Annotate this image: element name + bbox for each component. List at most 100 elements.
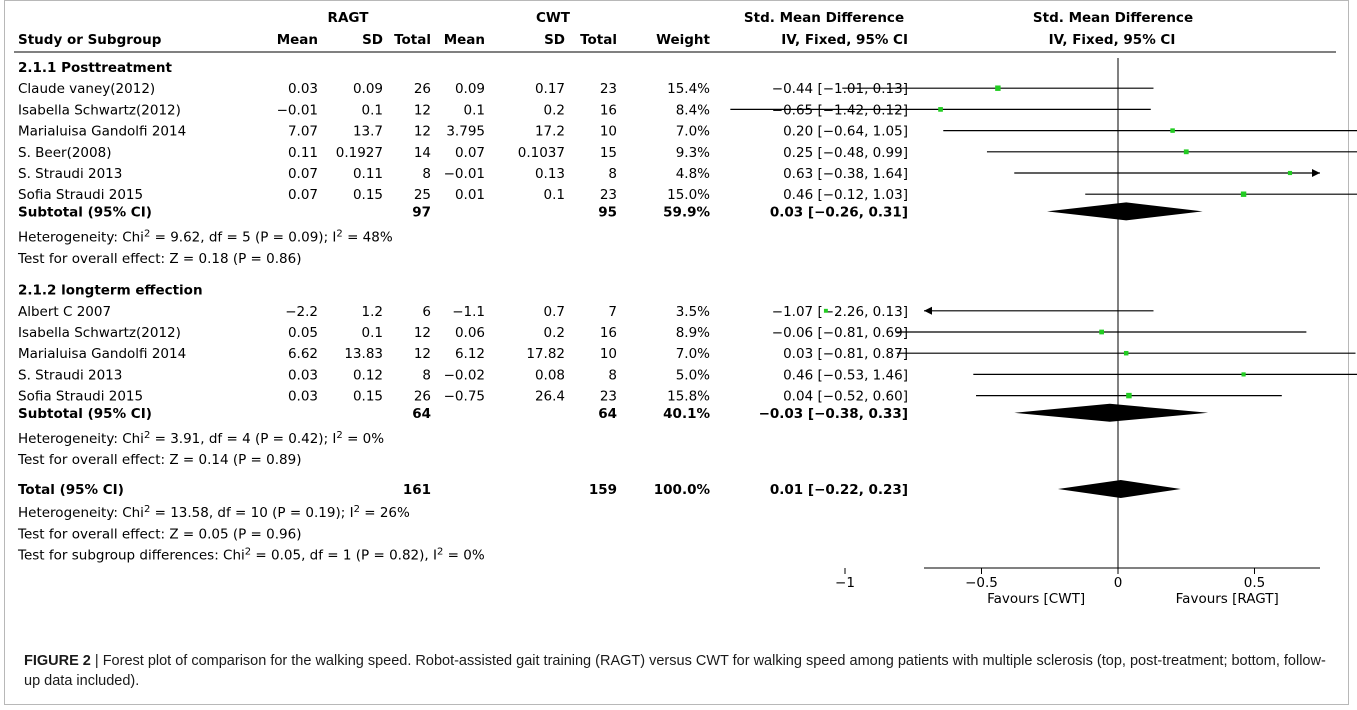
study-row-8-mean2: 0.06 bbox=[455, 325, 485, 341]
overall-effect-1: Test for overall effect: Z = 0.18 (P = 0… bbox=[17, 251, 302, 267]
subgroup-differences-part: = 0% bbox=[443, 548, 484, 564]
study-row-4-point bbox=[1183, 149, 1189, 155]
heterogeneity-1: Heterogeneity: Chi2 = 9.62, df = 5 (P = … bbox=[18, 229, 393, 246]
heterogeneity-total: Heterogeneity: Chi2 = 13.58, df = 10 (P … bbox=[18, 504, 410, 521]
study-row-1-sd2: 0.17 bbox=[535, 81, 565, 97]
study-row-6-ci: 0.46 [−0.12, 1.03] bbox=[783, 187, 908, 203]
study-row-5-sd1: 0.11 bbox=[353, 166, 383, 182]
study-row-4-mean1: 0.11 bbox=[288, 145, 318, 161]
heterogeneity-2: Heterogeneity: Chi2 = 3.91, df = 4 (P = … bbox=[18, 430, 384, 447]
subtotal-2-weight: 40.1% bbox=[663, 406, 710, 422]
study-row-9-name: Marialuisa Gandolfi 2014 bbox=[18, 346, 186, 362]
study-row-8-weight: 8.9% bbox=[676, 325, 710, 341]
heterogeneity-2-exp: 2 bbox=[336, 430, 342, 441]
subtotal-2-diamond bbox=[1014, 403, 1209, 422]
study-row-5-ci: 0.63 [−0.38, 1.64] bbox=[783, 166, 908, 182]
x-axis: −1−0.500.51Favours [CWT]Favours [RAGT] bbox=[835, 567, 1320, 607]
study-row-7-total1: 6 bbox=[422, 304, 431, 320]
study-row-2-name: Isabella Schwartz(2012) bbox=[18, 102, 181, 118]
figure-frame bbox=[4, 0, 1349, 705]
study-row-10-mean2: −0.02 bbox=[444, 367, 485, 383]
col-sd2: SD bbox=[544, 32, 565, 48]
heterogeneity-2-part: = 0% bbox=[343, 431, 384, 447]
total-weight: 100.0% bbox=[654, 482, 711, 498]
study-row-6-total2: 23 bbox=[600, 187, 617, 203]
study-row-2-ci: −0.65 [−1.42, 0.12] bbox=[772, 102, 908, 118]
study-row-4-weight: 9.3% bbox=[676, 145, 710, 161]
study-row-2-mean2: 0.1 bbox=[464, 102, 485, 118]
table-rows: 2.1.1 Posttreatment Claude vaney(2012) 0.0… bbox=[17, 60, 908, 564]
study-row-7-mean2: −1.1 bbox=[452, 304, 485, 320]
study-row-3-total2: 10 bbox=[600, 124, 617, 140]
study-row-4-name: S. Beer(2008) bbox=[18, 145, 111, 161]
subgroup-differences-part: = 0.05, df = 1 (P = 0.82), I bbox=[251, 548, 437, 564]
study-row-10-point bbox=[1241, 372, 1246, 377]
col-method-left: IV, Fixed, 95% CI bbox=[781, 32, 908, 48]
subtotal-2-total1: 64 bbox=[412, 406, 431, 422]
subgroup-differences-part: Test for subgroup differences: Chi bbox=[17, 548, 245, 564]
study-row-4-mean2: 0.07 bbox=[455, 145, 485, 161]
col-method-right: IV, Fixed, 95% CI bbox=[1049, 32, 1176, 48]
smd-header-left: Std. Mean Difference bbox=[744, 10, 904, 26]
subtotal-1-label: Subtotal (95% CI) bbox=[18, 204, 152, 220]
heterogeneity-1-part: = 48% bbox=[343, 230, 393, 246]
study-row-1-mean1: 0.03 bbox=[288, 81, 318, 97]
study-row-9-ci: 0.03 [−0.81, 0.87] bbox=[783, 346, 908, 362]
study-row-8-sd1: 0.1 bbox=[362, 325, 383, 341]
study-row-3-name: Marialuisa Gandolfi 2014 bbox=[18, 124, 186, 140]
study-row-1-point bbox=[995, 85, 1001, 91]
study-row-8-total1: 12 bbox=[414, 325, 431, 341]
total-ci: 0.01 [−0.22, 0.23] bbox=[770, 482, 908, 498]
subtotal-1-total2: 95 bbox=[598, 204, 617, 220]
study-row-1-name: Claude vaney(2012) bbox=[18, 81, 155, 97]
col-study: Study or Subgroup bbox=[18, 32, 162, 48]
favours-right-label: Favours [RAGT] bbox=[1176, 591, 1279, 607]
caption-text: | Forest plot of comparison for the walk… bbox=[24, 653, 1326, 689]
study-row-5-ci-arrow bbox=[1312, 169, 1320, 177]
col-mean1: Mean bbox=[277, 32, 318, 48]
study-row-4-ci: 0.25 [−0.48, 0.99] bbox=[783, 145, 908, 161]
subgroup-title-1: 2.1.1 Posttreatment bbox=[18, 60, 172, 76]
study-row-9-point bbox=[1123, 350, 1129, 356]
study-row-11-ci: 0.04 [−0.52, 0.60] bbox=[783, 389, 908, 405]
study-row-1-mean2: 0.09 bbox=[455, 81, 485, 97]
subtotal-2-ci: −0.03 [−0.38, 0.33] bbox=[759, 406, 908, 422]
study-row-2-sd2: 0.2 bbox=[544, 102, 565, 118]
study-row-10-ci: 0.46 [−0.53, 1.46] bbox=[783, 367, 908, 383]
study-row-10-sd2: 0.08 bbox=[535, 367, 565, 383]
study-row-7-ci-arrow bbox=[924, 306, 932, 315]
study-row-8-total2: 16 bbox=[600, 325, 617, 341]
subgroup-differences-exp: 2 bbox=[245, 547, 251, 558]
study-row-6-point bbox=[1240, 191, 1247, 197]
heterogeneity-total-exp: 2 bbox=[144, 504, 150, 515]
total-diamond bbox=[1057, 480, 1181, 498]
study-row-5-total2: 8 bbox=[608, 166, 617, 182]
study-row-9-total2: 10 bbox=[600, 346, 617, 362]
study-row-2-mean1: −0.01 bbox=[277, 102, 318, 118]
study-row-11-sd1: 0.15 bbox=[353, 389, 383, 405]
study-row-2-total2: 16 bbox=[600, 102, 617, 118]
study-row-2-point bbox=[938, 107, 943, 112]
heterogeneity-1-part: Heterogeneity: Chi bbox=[18, 230, 144, 246]
study-row-9-mean1: 6.62 bbox=[288, 346, 318, 362]
study-row-8-name: Isabella Schwartz(2012) bbox=[18, 325, 181, 341]
study-row-1-sd1: 0.09 bbox=[353, 81, 383, 97]
total-total1: 161 bbox=[403, 482, 431, 498]
table-header: RAGT CWT Std. Mean Difference Std. Mean … bbox=[14, 10, 1336, 53]
study-row-10-mean1: 0.03 bbox=[288, 367, 318, 383]
study-row-11-mean2: −0.75 bbox=[444, 389, 485, 405]
study-row-3-mean1: 7.07 bbox=[288, 124, 318, 140]
x-tick-label: 0.5 bbox=[1244, 575, 1265, 591]
study-row-3-weight: 7.0% bbox=[676, 124, 710, 140]
study-row-1-ci: −0.44 [−1.01, 0.13] bbox=[772, 81, 908, 97]
study-row-9-total1: 12 bbox=[414, 346, 431, 362]
heterogeneity-total-part: = 26% bbox=[360, 505, 410, 521]
study-row-10-sd1: 0.12 bbox=[353, 367, 383, 383]
study-row-11-total1: 26 bbox=[414, 389, 431, 405]
study-row-6-name: Sofia Straudi 2015 bbox=[18, 187, 143, 203]
study-row-6-mean2: 0.01 bbox=[455, 187, 485, 203]
group2-header: CWT bbox=[536, 10, 571, 26]
subtotal-1-total1: 97 bbox=[412, 204, 431, 220]
study-row-5-point bbox=[1287, 170, 1293, 176]
study-row-5-total1: 8 bbox=[422, 166, 431, 182]
